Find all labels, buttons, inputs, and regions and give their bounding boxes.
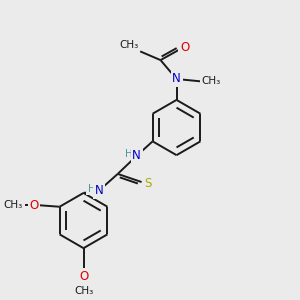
- Text: H: H: [125, 149, 133, 159]
- Text: CH₃: CH₃: [74, 286, 93, 296]
- Text: CH₃: CH₃: [119, 40, 139, 50]
- Text: H: H: [88, 184, 95, 194]
- Text: N: N: [172, 73, 181, 85]
- Text: O: O: [180, 41, 189, 54]
- Text: N: N: [132, 149, 141, 162]
- Text: S: S: [144, 177, 152, 190]
- Text: CH₃: CH₃: [4, 200, 23, 210]
- Text: O: O: [79, 270, 88, 283]
- Text: O: O: [29, 199, 39, 212]
- Text: N: N: [94, 184, 103, 197]
- Text: CH₃: CH₃: [202, 76, 221, 86]
